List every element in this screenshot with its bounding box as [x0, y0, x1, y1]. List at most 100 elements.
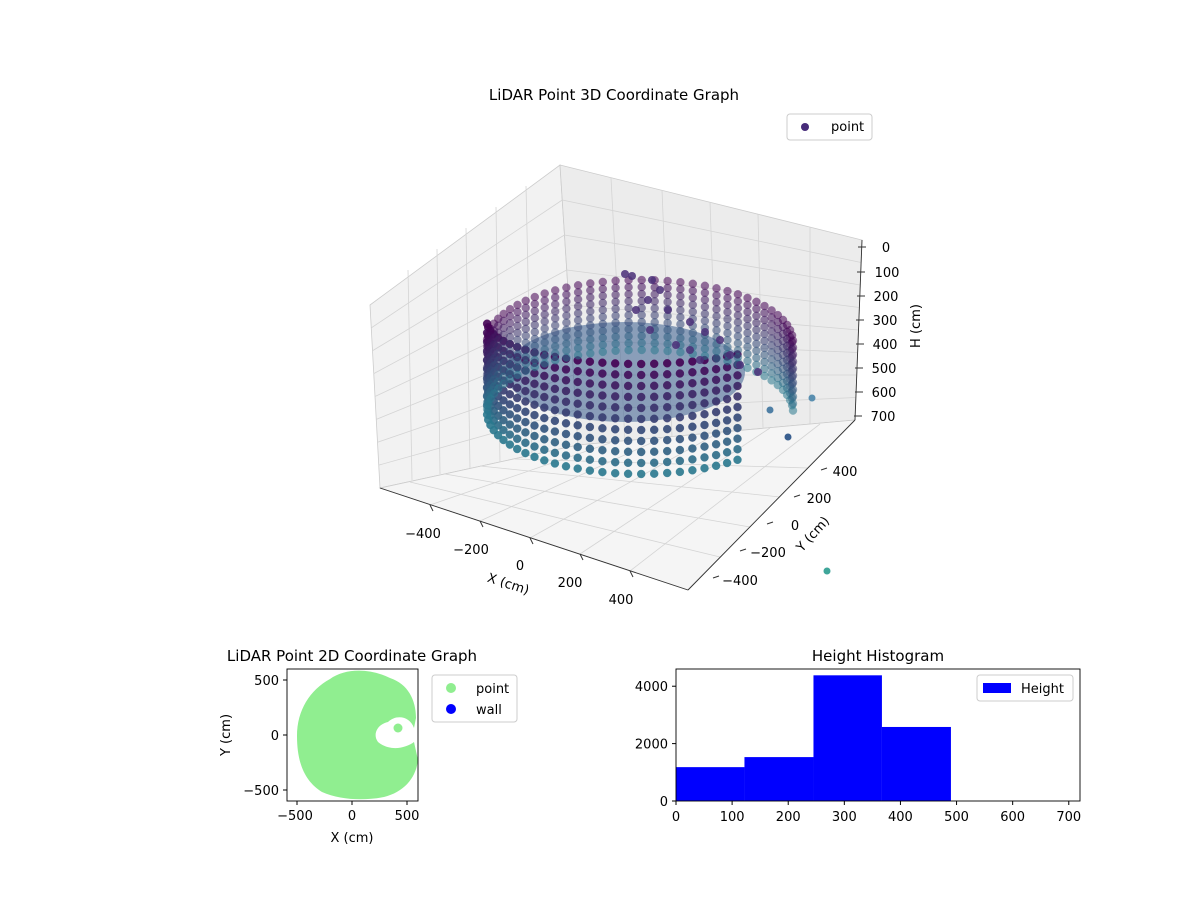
point-marker — [513, 414, 522, 423]
point-marker — [675, 467, 685, 477]
point-marker — [623, 436, 633, 445]
point-marker — [598, 457, 607, 466]
point-marker — [562, 304, 571, 313]
x-axis-label-2d: X (cm) — [331, 831, 374, 846]
point-marker — [585, 422, 595, 432]
point-marker — [550, 406, 560, 415]
point-marker — [637, 447, 646, 457]
legend-2d-label-wall: wall — [476, 703, 502, 718]
point-marker — [611, 276, 620, 285]
point-marker — [688, 286, 697, 295]
point-marker — [550, 384, 560, 394]
point-marker — [723, 307, 732, 317]
point-marker — [676, 285, 685, 294]
point-marker — [540, 310, 549, 319]
point-marker — [808, 394, 816, 402]
point-marker — [675, 369, 685, 378]
point-marker — [743, 342, 752, 352]
chart-histogram: Height Histogram 0 100 200 300 400 500 600 700 … — [635, 647, 1081, 825]
point-marker — [550, 438, 560, 447]
point-marker — [723, 293, 732, 303]
grid-line — [373, 269, 567, 374]
point-marker — [623, 359, 633, 369]
point-marker — [712, 326, 721, 335]
point-marker — [611, 311, 620, 320]
point-marker — [550, 395, 560, 404]
point-marker — [723, 300, 732, 310]
point-marker — [722, 394, 732, 404]
point-marker — [624, 297, 633, 306]
point-marker — [540, 303, 549, 312]
point-marker — [788, 357, 798, 366]
z-tick-label: 200 — [874, 290, 899, 305]
point-marker — [611, 359, 620, 368]
point-marker — [513, 404, 522, 413]
point-marker — [743, 314, 752, 324]
point-marker — [711, 450, 721, 460]
point-marker — [611, 469, 620, 478]
point-marker — [624, 311, 633, 320]
grid-line — [429, 442, 611, 506]
point-marker — [760, 315, 769, 325]
point-marker — [586, 307, 595, 316]
point-marker — [676, 306, 685, 315]
point-marker — [700, 410, 709, 419]
point-marker — [688, 279, 697, 288]
point-marker — [637, 282, 646, 292]
point-marker — [551, 356, 560, 365]
point-marker — [637, 370, 646, 380]
point-marker — [623, 392, 633, 402]
point-marker — [530, 306, 539, 316]
point-marker — [743, 363, 752, 373]
y-ticks-3d: −400 −200 0 200 400 — [712, 465, 857, 589]
legend-2d: point wall — [431, 674, 518, 723]
x-axis-line — [379, 487, 689, 591]
point-marker — [521, 296, 530, 305]
x-tick-mark — [529, 537, 534, 545]
grid-line — [436, 248, 441, 475]
point-marker — [586, 342, 595, 351]
point-marker — [686, 318, 694, 326]
point-marker — [663, 283, 672, 293]
point-cloud-2d — [297, 670, 418, 800]
point-marker — [499, 379, 508, 389]
point-marker — [585, 379, 595, 388]
point-marker — [656, 286, 664, 294]
point-marker — [788, 406, 798, 415]
point-marker — [711, 365, 721, 374]
point-marker — [598, 333, 607, 343]
point-cloud-3d — [482, 270, 831, 575]
point-marker — [623, 403, 633, 412]
point-marker — [672, 341, 680, 349]
point-marker — [637, 458, 646, 468]
point-marker — [752, 332, 761, 341]
point-marker — [675, 445, 685, 455]
point-marker — [752, 311, 761, 320]
point-marker — [663, 276, 672, 286]
point-marker — [722, 384, 732, 393]
grid-line — [479, 465, 781, 498]
point-marker — [733, 371, 742, 380]
point-marker — [499, 435, 508, 445]
point-marker — [675, 456, 685, 466]
point-marker — [499, 416, 508, 425]
point-marker — [733, 455, 742, 464]
point-marker — [688, 307, 697, 316]
point-marker — [788, 385, 798, 394]
point-marker — [499, 425, 508, 435]
x-tick-label: −500 — [277, 809, 313, 824]
point-marker — [760, 301, 769, 311]
y-tick-mark — [766, 521, 774, 525]
histogram-bar — [744, 757, 814, 801]
point-marker — [675, 402, 685, 411]
point-marker — [562, 283, 571, 292]
point-marker — [637, 317, 646, 327]
z-tick-label: 0 — [882, 241, 890, 256]
point-marker — [733, 402, 742, 412]
point-marker — [521, 376, 530, 385]
point-marker — [521, 324, 530, 333]
legend-2d-marker-wall — [446, 704, 456, 714]
point-marker — [688, 400, 697, 410]
point-marker — [788, 364, 798, 373]
